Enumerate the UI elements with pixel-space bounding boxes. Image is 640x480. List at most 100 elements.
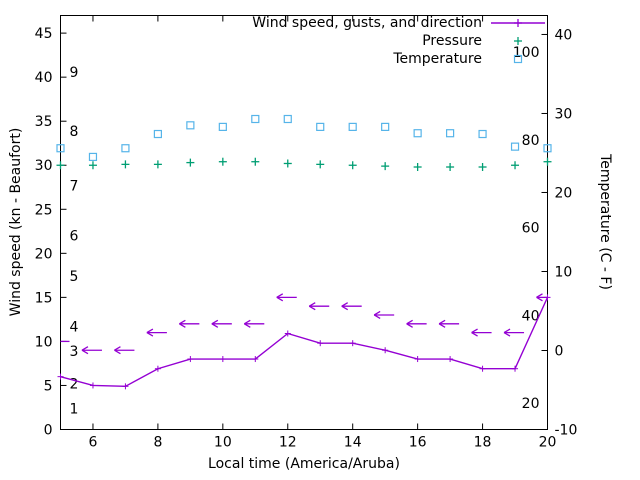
temperature-point [413,129,422,138]
temperature-point [510,142,520,151]
y-right-tick-label: 30 [555,106,573,122]
y-right-tick-label: 20 [555,185,573,201]
y-left-tick-label: 20 [35,246,53,262]
gust-arrow-head [503,332,511,337]
gust-arrow-head [341,302,349,307]
x-tick-label: 10 [214,435,232,451]
gust-arrow-head [373,314,381,320]
gust-arrow-head [211,319,219,325]
beaufort-label: 9 [70,65,79,81]
x-tick-label: 14 [344,435,362,451]
y-left-tick-label: 30 [35,158,53,174]
x-tick-label: 20 [539,435,557,451]
x-tick-label: 12 [279,435,297,451]
gust-arrow-head [146,328,154,334]
temperature-point [316,122,325,132]
legend-label-temperature: Temperature [393,51,482,67]
wind-speed-line [60,297,549,388]
gust-arrow-head [503,328,511,334]
x-tick-label: 18 [474,435,492,451]
temperature-point [446,129,455,138]
y-left-tick-label: 45 [35,26,53,42]
gust-arrow-head [114,349,121,355]
y-axis-title-right: Temperature (C - F) [597,154,613,290]
gust-arrow-head [179,319,186,325]
fahrenheit-label: 60 [522,221,540,237]
temperature-point [186,121,195,130]
y-right-tick-label: -10 [555,423,578,439]
legend-label-pressure: Pressure [422,33,482,49]
temperature-point [283,114,292,124]
gust-arrow-head [179,323,186,328]
gust-arrow-head [406,319,413,325]
temperature-point [381,122,390,132]
y-left-tick-label: 5 [44,378,53,394]
gust-arrow-head [438,323,446,328]
pressure-plus-icon [490,34,546,48]
y-axis-title-left: Wind speed (kn - Beaufort) [8,127,24,317]
y-left-tick-label: 10 [35,334,53,350]
legend-item-pressure: Pressure [252,32,546,50]
x-tick-label: 6 [89,435,98,451]
gust-arrow-head [146,332,154,337]
gust-arrow-head [536,293,543,298]
gust-arrow-head [243,319,251,325]
gust-arrow-head [211,323,219,328]
beaufort-label: 6 [70,229,79,245]
gust-arrow-head [114,346,121,351]
temperature-point [88,152,98,162]
temperature-point [348,122,357,132]
temperature-point [153,129,162,139]
wind-line-plus-icon [490,16,546,30]
beaufort-label: 4 [70,319,79,335]
gust-arrow-head [536,296,543,302]
y-right-tick-label: 0 [555,343,564,359]
temperature-point [478,129,487,139]
temperature-point [543,144,552,153]
y-left-tick-label: 35 [35,114,53,130]
fahrenheit-label: 80 [522,133,540,149]
beaufort-label: 8 [70,124,79,140]
y-right-tick-label: 40 [555,27,573,43]
fahrenheit-label: 20 [522,396,540,412]
gust-arrow-head [308,305,316,311]
gust-arrow-head [81,346,89,351]
y-left-tick-label: 25 [35,202,53,218]
temperature-point [56,144,65,153]
gust-arrow-head [471,328,478,334]
legend-item-wind: Wind speed, gusts, and direction [252,14,546,32]
gust-arrow-head [373,310,381,316]
gust-arrow-head [243,323,251,328]
gust-arrow-head [276,293,284,298]
gust-arrow-head [81,349,89,355]
x-tick-label: 16 [409,435,427,451]
gust-arrow-head [341,305,349,311]
temperature-point [251,114,260,124]
fahrenheit-label: 100 [513,45,540,61]
x-axis-title: Local time (America/Aruba) [208,456,400,472]
fahrenheit-label: 40 [522,308,540,324]
y-left-tick-label: 40 [35,70,53,86]
gust-arrow-head [406,323,413,328]
temperature-point [121,144,130,153]
x-tick-label: 8 [153,435,162,451]
gust-arrow-head [276,296,284,302]
beaufort-label: 1 [70,401,79,417]
beaufort-label: 5 [70,269,79,285]
beaufort-label: 2 [70,377,79,393]
beaufort-label: 3 [70,344,79,360]
gust-arrow-head [438,319,446,325]
plot-border [60,15,548,430]
gust-arrow-head [308,302,316,307]
legend-item-temperature: Temperature [252,50,546,68]
legend-label-wind: Wind speed, gusts, and direction [252,15,482,31]
temperature-point [218,122,227,132]
chart-legend: Wind speed, gusts, and direction Pressur… [252,14,546,68]
y-right-tick-label: 10 [555,264,573,280]
beaufort-label: 7 [70,179,79,195]
y-left-tick-label: 0 [44,423,53,439]
temperature-square-icon [490,52,546,66]
y-left-tick-label: 15 [35,290,53,306]
